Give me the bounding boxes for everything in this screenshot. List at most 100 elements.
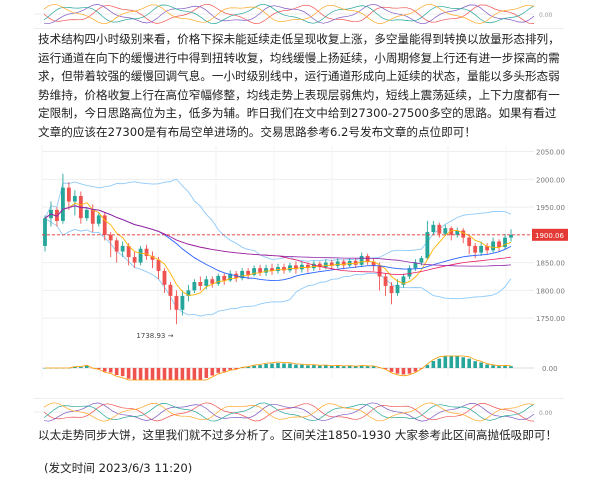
candle-body xyxy=(90,209,95,224)
candle-body xyxy=(461,230,466,238)
macd-histogram-bar xyxy=(186,368,191,380)
eth-summary-text: 以太走势同步大饼，这里我们就不过多分析了。区间关注1850-1930 大家参考此… xyxy=(38,428,558,442)
candle-layer xyxy=(43,173,513,325)
macd-histogram-bar xyxy=(389,368,394,372)
macd-histogram-bar xyxy=(312,365,316,368)
macd-histogram-bar xyxy=(431,361,436,368)
macd-histogram-bar xyxy=(503,365,507,368)
candle-body xyxy=(252,268,257,275)
candle-body xyxy=(228,273,233,281)
oscillator-line xyxy=(43,402,535,422)
candle-body xyxy=(323,262,328,268)
price-tick-label: 1850.00 xyxy=(536,260,565,268)
macd-histogram-bar xyxy=(365,366,370,368)
candle-body xyxy=(383,276,388,286)
candle-body xyxy=(192,282,197,291)
publish-time: (发文时间 2023/6/3 11:20) xyxy=(44,461,193,475)
macd-histogram-bar xyxy=(276,363,280,368)
macd-histogram-bar xyxy=(449,356,454,368)
macd-histogram-bar xyxy=(264,363,268,368)
oscillator-line xyxy=(43,402,535,422)
candle-body xyxy=(282,267,286,271)
oscillator-line xyxy=(43,3,535,24)
macd-histogram-bar xyxy=(282,363,286,368)
macd-histogram-bar xyxy=(114,368,119,376)
macd-histogram-bar xyxy=(96,368,101,370)
macd-histogram-bar xyxy=(383,368,388,370)
price-tick-label: 1800.00 xyxy=(536,287,565,295)
macd-histogram-bar xyxy=(288,363,292,368)
oscillator-line xyxy=(43,3,535,25)
candle-body xyxy=(485,245,490,251)
macd-histogram-bar xyxy=(324,365,328,368)
macd-histogram-bar xyxy=(335,365,340,368)
candle-body xyxy=(497,241,501,248)
price-tick-label: 1950.00 xyxy=(536,204,565,212)
price-tick-label: 2050.00 xyxy=(536,149,565,157)
candle-body xyxy=(270,268,274,271)
macd-histogram-bar xyxy=(150,368,155,380)
macd-panel: 0.00 xyxy=(42,355,558,381)
candle-body xyxy=(240,270,245,279)
macd-histogram-bar xyxy=(216,368,221,373)
macd-histogram-bar xyxy=(79,366,83,368)
macd-histogram-bar xyxy=(73,366,77,368)
macd-histogram-bar xyxy=(85,365,89,368)
candle-body xyxy=(114,240,119,252)
ma-short xyxy=(44,202,512,296)
macd-histogram-bar xyxy=(443,356,448,368)
macd-histogram-bar xyxy=(371,366,376,368)
macd-histogram-bar xyxy=(204,368,209,378)
low-price-label: 1738.93 → xyxy=(136,332,173,340)
current-price-tag xyxy=(532,228,568,241)
candle-body xyxy=(168,284,173,296)
price-axis: 2050.002000.001950.001900.001850.001800.… xyxy=(42,149,568,340)
price-tick-label: 1750.00 xyxy=(536,315,565,323)
candle-body xyxy=(473,245,478,253)
candle-body xyxy=(509,234,513,238)
candle-body xyxy=(335,261,340,266)
candle-body xyxy=(216,275,221,284)
candlestick-chart: 2050.002000.001950.001900.001850.001800.… xyxy=(41,146,568,381)
macd-histogram-bar xyxy=(210,368,215,376)
candle-body xyxy=(377,265,382,277)
candle-body xyxy=(43,218,47,246)
candle-body xyxy=(359,255,364,265)
candle-body xyxy=(491,241,496,251)
candle-body xyxy=(120,245,125,252)
candle-body xyxy=(72,195,77,202)
candle-body xyxy=(102,215,107,235)
macd-histogram-bar xyxy=(126,368,131,379)
macd-histogram-bar xyxy=(473,361,477,368)
candle-body xyxy=(174,295,179,310)
oscillator-line xyxy=(43,402,535,422)
ma-longest xyxy=(44,205,512,267)
candle-body xyxy=(425,232,430,259)
candle-body xyxy=(329,262,334,266)
candle-body xyxy=(186,290,191,296)
oscillator-line xyxy=(43,3,535,24)
candle-body xyxy=(503,237,507,248)
macd-histogram-bar xyxy=(252,365,256,368)
macd-histogram-bar xyxy=(258,365,262,368)
candle-body xyxy=(66,187,71,202)
candle-body xyxy=(455,230,460,235)
moving-average-layer xyxy=(44,202,512,296)
candle-body xyxy=(264,268,268,273)
oscillator-bottom-chart: 0.00 xyxy=(34,402,553,422)
macd-histogram-bar xyxy=(43,368,47,369)
macd-histogram-bar xyxy=(329,366,334,368)
candle-body xyxy=(407,268,412,277)
grid-layer xyxy=(41,146,534,378)
macd-histogram-bar xyxy=(132,368,137,380)
macd-histogram-bar xyxy=(234,368,238,370)
candle-body xyxy=(60,187,65,221)
macd-histogram-bar xyxy=(401,368,406,375)
candle-body xyxy=(294,265,298,270)
candle-body xyxy=(180,295,185,310)
candle-body xyxy=(353,260,358,265)
macd-histogram-bar xyxy=(168,368,173,380)
candle-body xyxy=(138,248,143,263)
macd-histogram-bar xyxy=(353,366,358,368)
macd-histogram-bar xyxy=(120,368,125,377)
